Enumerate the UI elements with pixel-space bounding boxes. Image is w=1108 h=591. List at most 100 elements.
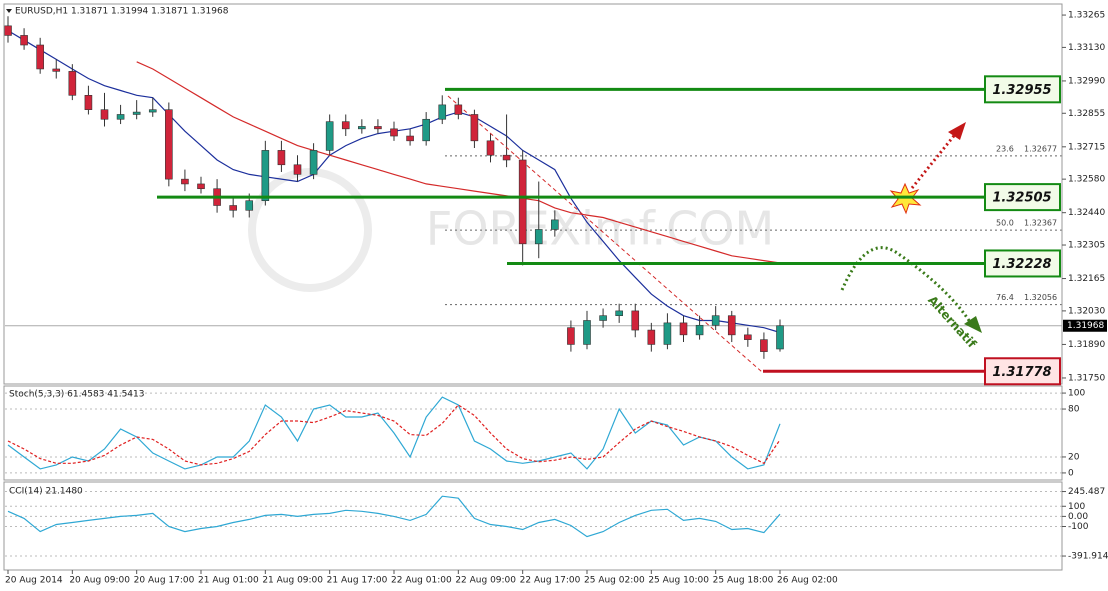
y-tick-label: 1.32030 xyxy=(1068,306,1105,316)
cci-frame xyxy=(3,481,1063,571)
candle-body xyxy=(341,121,350,130)
y-tick-label: 20 xyxy=(1068,452,1080,462)
candle-body xyxy=(438,104,447,120)
x-tick-label: 21 Aug 01:00 xyxy=(198,576,259,586)
y-tick-label: 1.33265 xyxy=(1068,11,1105,21)
candle-body xyxy=(551,219,559,230)
level-box xyxy=(984,75,1061,104)
y-tick-label: 80 xyxy=(1068,405,1080,415)
candle-body xyxy=(534,229,543,245)
indicator-line xyxy=(136,61,781,264)
x-tick-label: 25 Aug 18:00 xyxy=(713,576,774,586)
y-tick-label: 1.32440 xyxy=(1068,208,1105,218)
fib-price: 1.32677 xyxy=(1024,144,1057,153)
indicator-line xyxy=(7,404,781,466)
x-tick-label: 21 Aug 17:00 xyxy=(327,576,388,586)
y-tick-label: 0 xyxy=(1068,468,1074,478)
candle-body xyxy=(744,334,752,340)
stoch-title: Stoch(5,3,3) 61.4583 41.5413 xyxy=(9,390,144,400)
x-tick-label: 20 Aug 2014 xyxy=(5,576,63,586)
fib-ratio: 76.4 xyxy=(996,293,1014,302)
alt-arrowhead xyxy=(964,316,982,333)
candle-body xyxy=(567,327,575,345)
candle-body xyxy=(181,178,189,185)
candle-body xyxy=(52,68,61,72)
candle-body xyxy=(631,310,640,331)
candle-body xyxy=(148,109,157,113)
candle-body xyxy=(293,164,302,175)
candle-body xyxy=(229,205,237,211)
level-label: 1.31778 xyxy=(992,365,1051,380)
candle-body xyxy=(518,159,527,245)
candle-body xyxy=(502,154,511,161)
candle-body xyxy=(374,126,382,130)
candle-body xyxy=(132,111,141,115)
level-label: 1.32228 xyxy=(992,257,1051,272)
y-tick-label: 100 xyxy=(1068,389,1085,399)
candle-body xyxy=(4,25,12,36)
cci-title: CCI(14) 21.1480 xyxy=(9,487,83,497)
x-tick-label: 21 Aug 09:00 xyxy=(262,576,323,586)
candle-body xyxy=(695,324,704,336)
level-box xyxy=(984,183,1061,212)
plot-layer xyxy=(4,16,1062,557)
main-frame xyxy=(3,3,1063,385)
x-tick-label: 25 Aug 10:00 xyxy=(648,576,709,586)
candle-body xyxy=(68,71,77,96)
up-arrow xyxy=(910,131,959,189)
x-tick-label: 20 Aug 09:00 xyxy=(69,576,130,586)
alt-arrow xyxy=(840,246,974,326)
candle-body xyxy=(422,118,430,142)
x-tick-label: 26 Aug 02:00 xyxy=(777,576,838,586)
candle-body xyxy=(679,322,688,336)
stoch-frame xyxy=(3,385,1063,481)
watermark: FOREXimf.COM xyxy=(426,202,774,256)
fib-price: 1.32367 xyxy=(1024,219,1057,228)
x-tick-label: 22 Aug 17:00 xyxy=(520,576,581,586)
candle-body xyxy=(711,315,720,326)
fib-ratio: 23.6 xyxy=(996,144,1014,153)
candle-body xyxy=(309,150,318,175)
x-tick-label: 25 Aug 02:00 xyxy=(584,576,645,586)
level-box xyxy=(984,357,1061,386)
candle-body xyxy=(406,135,414,142)
candle-body xyxy=(165,109,173,180)
y-tick-label: 1.32580 xyxy=(1068,175,1105,185)
candle-body xyxy=(647,329,656,345)
candle-body xyxy=(197,183,205,190)
y-tick-label: 1.33130 xyxy=(1068,43,1105,53)
candle-body xyxy=(663,322,672,345)
indicator-line xyxy=(7,495,781,538)
fib-price: 1.32056 xyxy=(1024,293,1057,302)
y-tick-label: 1.32305 xyxy=(1068,241,1105,251)
candle-body xyxy=(599,315,607,321)
y-tick-label: 1.32990 xyxy=(1068,76,1105,86)
candle-body xyxy=(583,320,591,345)
y-tick-label: 1.31890 xyxy=(1068,340,1105,350)
y-tick-label: 1.32855 xyxy=(1068,109,1105,119)
x-tick-label: 20 Aug 17:00 xyxy=(134,576,195,586)
y-tick-label: 1.32715 xyxy=(1068,142,1105,152)
y-tick-label: 1.31750 xyxy=(1068,373,1105,383)
y-tick-label: -391.914 xyxy=(1068,552,1108,562)
y-tick-label: 245.487 xyxy=(1068,487,1105,497)
candle-body xyxy=(325,121,334,151)
candle-body xyxy=(454,104,463,115)
candle-body xyxy=(116,114,125,120)
candle-body xyxy=(36,44,44,70)
candle-body xyxy=(100,109,109,120)
candle-body xyxy=(84,95,93,110)
candle-body xyxy=(358,126,366,130)
candle-body xyxy=(277,150,286,166)
y-tick-label: 100 xyxy=(1068,502,1085,512)
candle-body xyxy=(20,35,28,46)
x-tick-label: 22 Aug 09:00 xyxy=(455,576,516,586)
level-label: 1.32505 xyxy=(992,191,1051,206)
level-box xyxy=(984,249,1061,278)
y-tick-label: 0.00 xyxy=(1068,512,1088,522)
y-tick-label: -100 xyxy=(1068,522,1089,532)
candle-body xyxy=(245,200,254,211)
candle-body xyxy=(390,128,398,137)
menu-triangle xyxy=(6,9,12,13)
